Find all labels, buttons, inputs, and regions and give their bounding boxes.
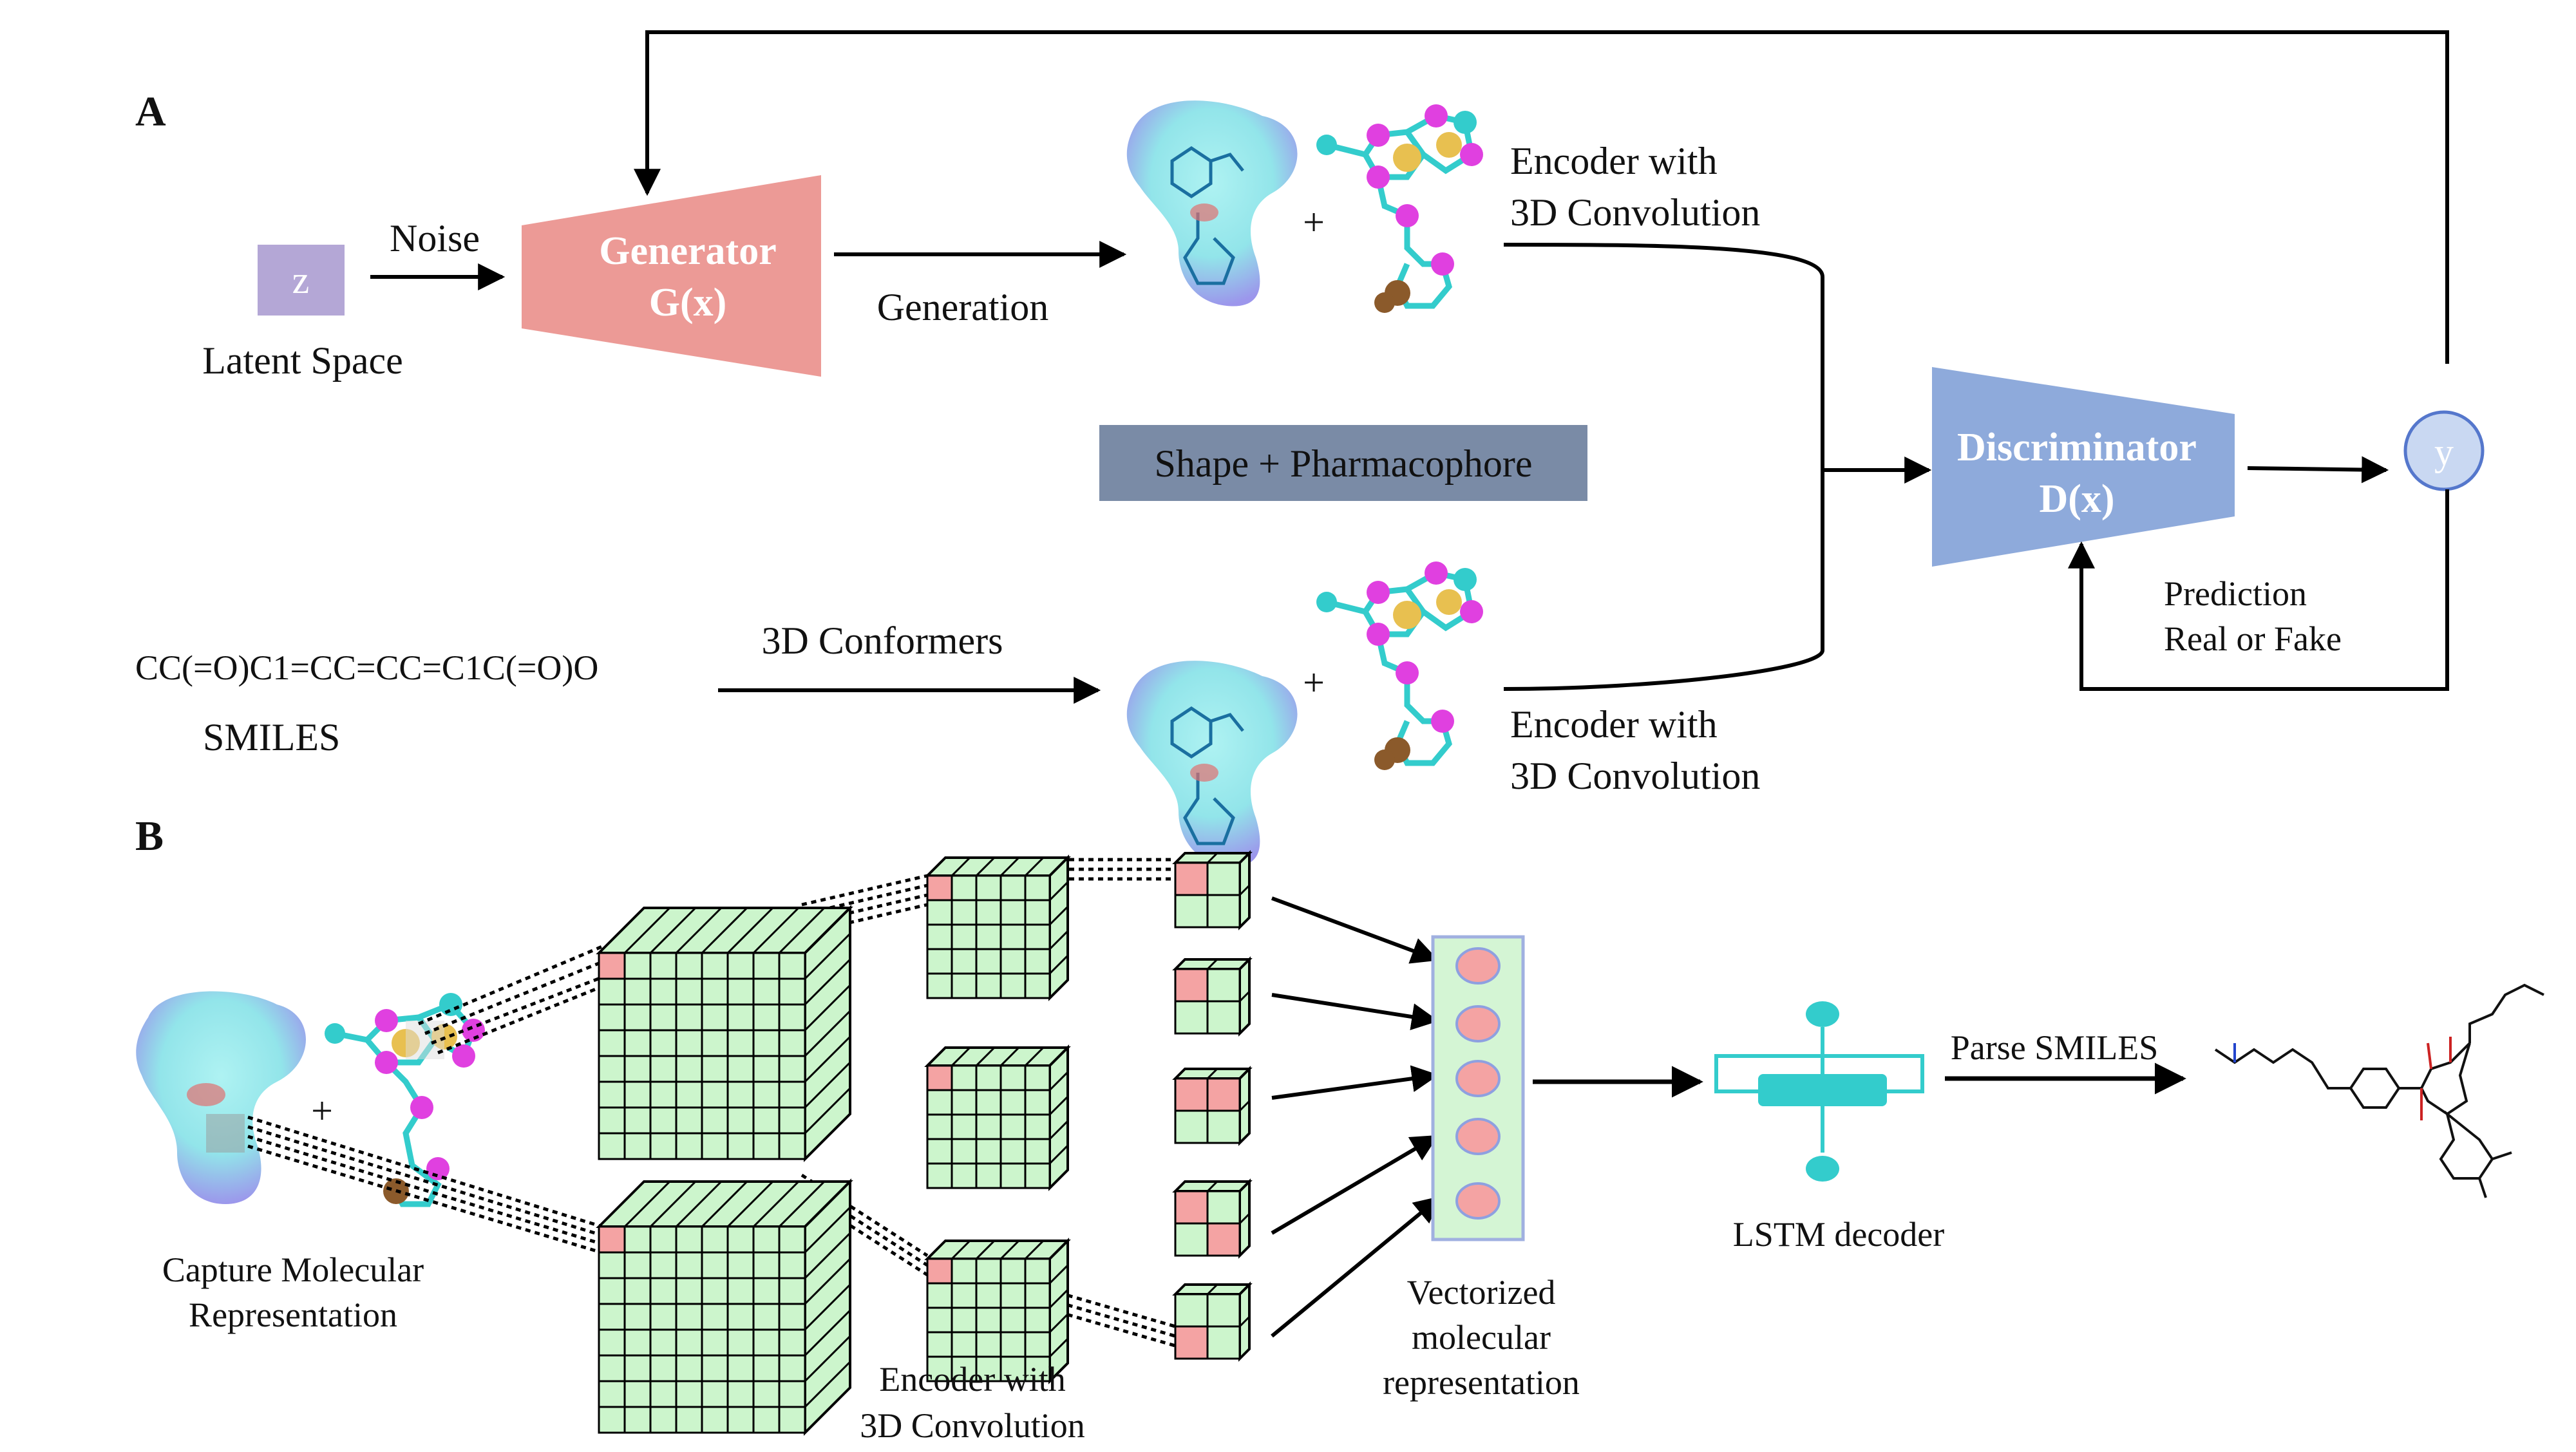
vector-arrows xyxy=(1271,896,1442,1338)
generator-title: Generator xyxy=(599,229,776,273)
capture-line2: Representation xyxy=(189,1296,397,1334)
discriminator-formula: D(x) xyxy=(2039,477,2114,521)
vectorized-line2: molecular xyxy=(1412,1318,1551,1357)
medium-grid-middle xyxy=(924,1044,1071,1191)
conformers-label: 3D Conformers xyxy=(762,619,1003,662)
output-y-label: y xyxy=(2434,431,2454,473)
smiles-label: SMILES xyxy=(203,716,340,759)
molecule-surface-top xyxy=(1126,100,1298,306)
capture-pharmacophore xyxy=(325,993,485,1207)
plus-bottom: + xyxy=(1303,661,1325,704)
capture-line1: Capture Molecular xyxy=(162,1250,424,1289)
plus-top: + xyxy=(1303,201,1325,243)
prediction-line2: Real or Fake xyxy=(2164,619,2342,658)
encoder-top-line1: Encoder with xyxy=(1510,140,1718,182)
latent-z-box xyxy=(258,245,345,316)
output-molecule xyxy=(2214,983,2544,1198)
large-grid-top xyxy=(596,905,853,1162)
discriminator-title: Discriminator xyxy=(1957,426,2197,469)
convolution-grids xyxy=(596,850,1253,1436)
encoder-bottom-line1: Encoder with xyxy=(1510,703,1718,746)
small-grid-2 xyxy=(1172,956,1253,1037)
medium-grid-bottom xyxy=(924,1238,1071,1384)
shape-pharmacophore-box xyxy=(1099,425,1587,501)
molecule-pharmacophore-top xyxy=(1316,104,1483,313)
lstm-label: LSTM decoder xyxy=(1733,1215,1944,1254)
prediction-line1: Prediction xyxy=(2164,574,2307,613)
to-y-arrow xyxy=(2247,456,2389,484)
generator-block xyxy=(522,175,821,377)
capture-plus: + xyxy=(311,1089,333,1132)
output-y-node xyxy=(2403,410,2485,491)
capture-molecule-surface xyxy=(136,991,307,1204)
latent-space-label: Latent Space xyxy=(202,339,403,382)
small-grid-1 xyxy=(1172,850,1253,930)
generator-formula: G(x) xyxy=(649,281,727,325)
encoder-bottom-line2: 3D Convolution xyxy=(1510,755,1760,797)
noise-label: Noise xyxy=(390,217,480,259)
vectorized-line1: Vectorized xyxy=(1407,1273,1556,1312)
molecule-surface-bottom xyxy=(1126,661,1298,867)
discriminator-block xyxy=(1932,367,2235,567)
medium-grid-top xyxy=(924,854,1071,1001)
large-grid-bottom xyxy=(596,1178,853,1436)
vectorized-line3: representation xyxy=(1383,1363,1580,1402)
latent-z-label: z xyxy=(292,259,310,301)
vector-nodes xyxy=(1455,947,1501,1220)
parse-label: Parse SMILES xyxy=(1951,1028,2159,1067)
small-grid-4 xyxy=(1172,1178,1253,1259)
smiles-string: CC(=O)C1=CC=CC=C1C(=O)O xyxy=(135,648,598,687)
lstm-cell xyxy=(1714,1001,1924,1182)
molecule-pharmacophore-bottom xyxy=(1316,561,1483,770)
encoder-top-line2: 3D Convolution xyxy=(1510,191,1760,234)
panel-a-label: A xyxy=(135,88,166,135)
small-grid-5 xyxy=(1172,1281,1253,1362)
feedback-arrow xyxy=(634,30,2449,364)
small-grid-3 xyxy=(1172,1066,1253,1146)
prediction-loop-arrow xyxy=(2068,489,2449,691)
shape-pharmacophore-label: Shape + Pharmacophore xyxy=(1155,442,1533,485)
generation-label: Generation xyxy=(877,286,1049,328)
panel-b-label: B xyxy=(135,813,164,860)
encoder-merge-line xyxy=(1503,243,1824,691)
encoder-b-line1: Encoder with xyxy=(879,1360,1065,1399)
encoder-b-line2: 3D Convolution xyxy=(860,1406,1085,1445)
